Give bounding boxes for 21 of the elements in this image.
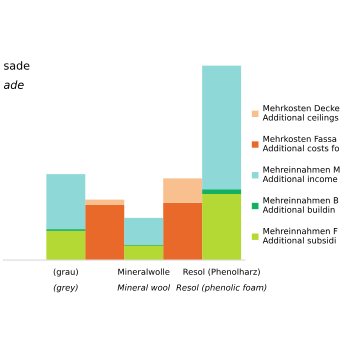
bar: [202, 194, 242, 260]
annotation: sade: [4, 61, 30, 70]
x-tick-label: Mineralwolle Mineral wool: [118, 268, 170, 291]
annotation: ade: [4, 80, 24, 89]
bar: [46, 230, 86, 260]
bar: [163, 202, 202, 260]
bar: [163, 178, 202, 203]
x-tick-label: (grau) (grey): [54, 268, 78, 292]
bar: [85, 200, 124, 206]
legend-label: Mehrkosten Fassa Additional costs fo: [262, 136, 340, 152]
bar: [124, 246, 164, 260]
legend-label: Mehreinnahmen M Additional income: [262, 166, 340, 182]
bar: [46, 174, 86, 230]
x-tick-label: Resol (Phenolharz) Resol (phenolic foam): [176, 268, 266, 292]
bar: [202, 66, 242, 190]
bar: [202, 189, 242, 194]
legend-label: Mehrkosten Decke Additional ceilings: [262, 104, 340, 122]
legend-label: Mehreinnahmen F Additional subsidi: [262, 228, 338, 244]
bar: [85, 205, 124, 260]
legend-label: Mehreinnahmen B Additional buildin: [262, 197, 338, 213]
bar: [124, 218, 164, 245]
